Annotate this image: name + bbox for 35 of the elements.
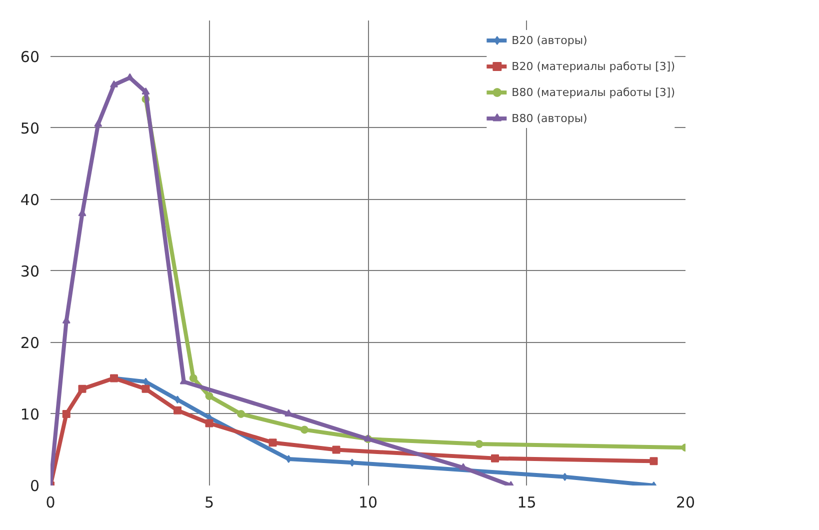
point [650,457,658,466]
point [268,438,277,447]
point [205,419,214,428]
point [286,455,292,464]
point [78,384,86,393]
point [142,87,150,95]
point [142,384,150,393]
point [62,410,70,418]
x-tick-label: 15 [517,494,536,512]
point [94,120,102,127]
y-tick-label: 0 [30,477,40,495]
point [491,454,499,462]
point [174,406,182,414]
x-tick-label: 20 [676,494,696,512]
legend-label: B20 (материалы работы [3]) [512,60,675,72]
y-tick-label: 50 [20,119,40,138]
y-tick-label: 30 [20,262,40,280]
legend-label: B20 (авторы) [512,34,588,46]
y-tick-label: 10 [20,405,40,424]
point [300,426,308,434]
point [205,392,214,400]
legend-label: B80 (материалы работы [3]) [512,86,675,98]
point [237,410,245,418]
point [189,374,198,382]
y-tick-label: 40 [20,190,40,209]
x-tick-label: 5 [204,494,214,512]
point [110,80,118,88]
point [475,440,484,448]
x-tick-label: 0 [46,494,56,512]
y-tick-label: 60 [20,48,40,66]
x-tick-label: 10 [358,494,378,512]
y-tick-label: 20 [20,334,40,352]
legend-label: B80 (авторы) [512,112,588,124]
point [174,396,180,404]
point [332,446,340,454]
